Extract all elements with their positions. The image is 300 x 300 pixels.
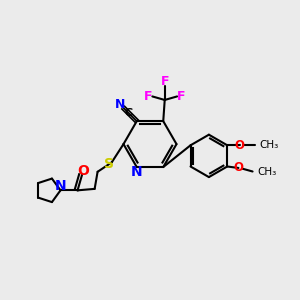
Text: F: F	[177, 90, 186, 103]
Text: C: C	[125, 108, 133, 118]
Text: O: O	[77, 164, 89, 178]
Text: F: F	[160, 75, 169, 88]
Text: CH₃: CH₃	[260, 140, 279, 150]
Text: CH₃: CH₃	[257, 167, 277, 177]
Text: S: S	[104, 157, 114, 170]
Text: N: N	[54, 178, 66, 193]
Text: O: O	[235, 139, 244, 152]
Text: O: O	[233, 161, 243, 175]
Text: N: N	[130, 165, 142, 179]
Text: F: F	[144, 90, 152, 103]
Text: N: N	[115, 98, 125, 111]
